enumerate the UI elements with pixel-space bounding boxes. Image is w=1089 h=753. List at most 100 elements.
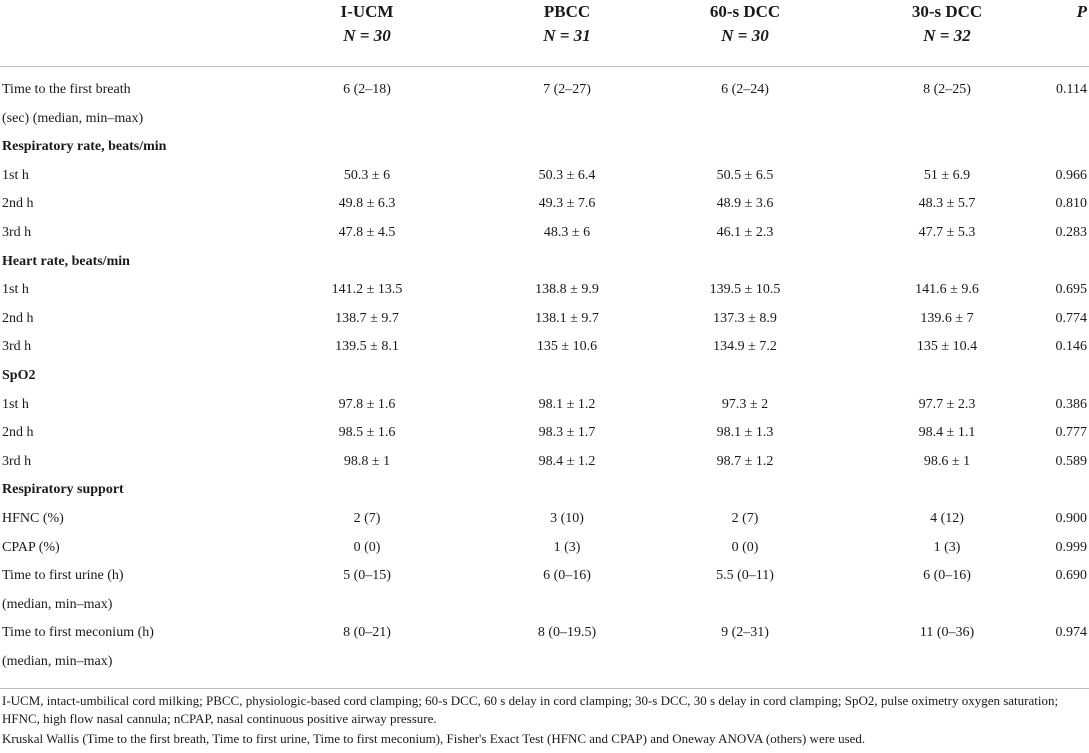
- cell-p-value: 0.900: [1055, 511, 1088, 526]
- cell-iucm: 50.3 ± 6: [343, 167, 391, 183]
- cell-iucm: 8 (0–21): [343, 625, 391, 641]
- cell-p-value: 0.589: [1055, 453, 1088, 469]
- table-row: (sec) (median, min–max): [0, 105, 1089, 133]
- cell-pbcc: 98.4 ± 1.2: [538, 453, 596, 469]
- cell-iucm: 0 (0): [353, 539, 381, 555]
- header-col-60s-dcc: 60-s DCC N = 30: [660, 0, 830, 62]
- cell-60s-dcc: 137.3 ± 8.9: [713, 310, 777, 326]
- row-label: (sec) (median, min–max): [2, 110, 144, 126]
- cell-p-value: 0.774: [1055, 310, 1088, 326]
- cell-30s-dcc: 4 (12): [930, 511, 964, 526]
- cell-pbcc: 48.3 ± 6: [543, 225, 591, 240]
- cell-60s-dcc: 98.1 ± 1.3: [716, 425, 774, 441]
- footnote-statistical-tests: Kruskal Wallis (Time to the first breath…: [2, 731, 866, 746]
- cell-pbcc: 3 (10): [550, 511, 584, 526]
- cell-iucm: 6 (2–18): [343, 82, 391, 97]
- cell-iucm: 5 (0–15): [343, 568, 391, 584]
- header-col-iucm-n: N = 30: [343, 26, 391, 45]
- table-row: 2nd h 49.8 ± 6.3 49.3 ± 7.6 48.9 ± 3.6 48.3 …: [0, 190, 1089, 218]
- section-header-row: Respiratory support: [0, 476, 1089, 504]
- table-row: HFNC (%) 2 (7) 3 (10) 2 (7) 4 (12) 0.900: [0, 505, 1089, 533]
- cell-60s-dcc: 9 (2–31): [721, 625, 769, 641]
- table-row: 1st h 50.3 ± 6 50.3 ± 6.4 50.5 ± 6.5 51 ± 6.…: [0, 162, 1089, 190]
- cell-30s-dcc: 11 (0–36): [919, 625, 975, 641]
- table-row: 2nd h 138.7 ± 9.7 138.1 ± 9.7 137.3 ± 8.9 13…: [0, 305, 1089, 333]
- header-col-iucm-name: I-UCM: [340, 2, 394, 21]
- row-label: CPAP (%): [2, 539, 60, 555]
- header-col-p-label: P: [1076, 2, 1087, 21]
- cell-p-value: 0.386: [1055, 396, 1088, 412]
- row-label: Time to first urine (h): [2, 568, 124, 584]
- cell-30s-dcc: 139.6 ± 7: [920, 310, 974, 326]
- cell-pbcc: 135 ± 10.6: [536, 339, 598, 355]
- row-label: Respiratory rate, beats/min: [2, 139, 167, 155]
- cell-p-value: 0.810: [1055, 196, 1088, 212]
- cell-p-value: 0.283: [1055, 225, 1088, 240]
- header-divider: [0, 66, 1089, 67]
- section-header-row: Respiratory rate, beats/min: [0, 133, 1089, 161]
- cell-30s-dcc: 48.3 ± 5.7: [918, 196, 976, 212]
- table-row: 1st h 141.2 ± 13.5 138.8 ± 9.9 139.5 ± 10.5…: [0, 276, 1089, 304]
- row-label: 1st h: [2, 396, 29, 412]
- cell-pbcc: 7 (2–27): [543, 82, 591, 97]
- row-label: Time to the first breath: [2, 82, 131, 97]
- row-label: 3rd h: [2, 339, 32, 355]
- cell-p-value: 0.695: [1055, 282, 1088, 298]
- cell-30s-dcc: 8 (2–25): [923, 82, 971, 97]
- table-row: 1st h 97.8 ± 1.6 98.1 ± 1.2 97.3 ± 2 97.7 ± …: [0, 391, 1089, 419]
- table-row: 3rd h 98.8 ± 1 98.4 ± 1.2 98.7 ± 1.2 98.6 ± …: [0, 448, 1089, 476]
- cell-p-value: 0.999: [1055, 539, 1088, 555]
- cell-60s-dcc: 134.9 ± 7.2: [713, 339, 777, 355]
- cell-pbcc: 98.3 ± 1.7: [538, 425, 596, 441]
- cell-60s-dcc: 5.5 (0–11): [716, 568, 774, 584]
- cell-pbcc: 50.3 ± 6.4: [538, 167, 596, 183]
- cell-iucm: 139.5 ± 8.1: [335, 339, 399, 355]
- row-label: 2nd h: [2, 310, 34, 326]
- cell-30s-dcc: 98.4 ± 1.1: [918, 425, 976, 441]
- cell-pbcc: 138.1 ± 9.7: [535, 310, 599, 326]
- table-row: Time to first urine (h) 5 (0–15) 6 (0–16) 5…: [0, 562, 1089, 590]
- cell-60s-dcc: 98.7 ± 1.2: [716, 453, 774, 469]
- row-label: 3rd h: [2, 225, 32, 240]
- table-row: (median, min–max): [0, 648, 1089, 676]
- cell-30s-dcc: 47.7 ± 5.3: [918, 225, 976, 240]
- header-col-30s-dcc-n: N = 32: [923, 26, 971, 45]
- cell-60s-dcc: 0 (0): [731, 539, 759, 555]
- cell-60s-dcc: 48.9 ± 3.6: [716, 196, 774, 212]
- cell-iucm: 98.5 ± 1.6: [338, 425, 396, 441]
- section-header-row: Heart rate, beats/min: [0, 248, 1089, 276]
- row-label: Time to first meconium (h): [2, 625, 154, 641]
- footnote-abbreviations: I-UCM, intact-umbilical cord milking; PB…: [2, 693, 1059, 726]
- row-label: 2nd h: [2, 196, 34, 212]
- cell-iucm: 98.8 ± 1: [343, 453, 391, 469]
- row-label: 1st h: [2, 282, 29, 298]
- cell-60s-dcc: 2 (7): [731, 511, 759, 526]
- cell-pbcc: 49.3 ± 7.6: [538, 196, 596, 212]
- cell-iucm: 49.8 ± 6.3: [338, 196, 396, 212]
- table-row: 2nd h 98.5 ± 1.6 98.3 ± 1.7 98.1 ± 1.3 98.4 …: [0, 419, 1089, 447]
- cell-60s-dcc: 6 (2–24): [721, 82, 769, 97]
- header-col-p: P: [1027, 0, 1087, 62]
- cell-iucm: 141.2 ± 13.5: [331, 282, 403, 298]
- header-col-60s-dcc-name: 60-s DCC: [709, 2, 781, 21]
- cell-30s-dcc: 98.6 ± 1: [923, 453, 971, 469]
- cell-iucm: 138.7 ± 9.7: [335, 310, 399, 326]
- cell-30s-dcc: 97.7 ± 2.3: [918, 396, 976, 412]
- cell-p-value: 0.114: [1056, 82, 1087, 97]
- cell-pbcc: 8 (0–19.5): [537, 625, 597, 641]
- cell-60s-dcc: 97.3 ± 2: [721, 396, 769, 412]
- cell-60s-dcc: 50.5 ± 6.5: [716, 167, 774, 183]
- cell-p-value: 0.966: [1055, 167, 1088, 183]
- cell-60s-dcc: 46.1 ± 2.3: [716, 225, 774, 240]
- header-col-60s-dcc-n: N = 30: [721, 26, 769, 45]
- cell-iucm: 97.8 ± 1.6: [338, 396, 396, 412]
- row-label: 1st h: [2, 167, 29, 183]
- header-col-pbcc: PBCC N = 31: [482, 0, 652, 62]
- section-header-row: SpO2: [0, 362, 1089, 390]
- cell-30s-dcc: 6 (0–16): [923, 568, 971, 584]
- table-row: 3rd h 139.5 ± 8.1 135 ± 10.6 134.9 ± 7.2 135…: [0, 333, 1089, 361]
- cell-60s-dcc: 139.5 ± 10.5: [709, 282, 781, 298]
- cell-p-value: 0.146: [1055, 339, 1088, 355]
- row-label: HFNC (%): [2, 511, 64, 526]
- table-row: Time to first meconium (h) 8 (0–21) 8 (0–1…: [0, 619, 1089, 647]
